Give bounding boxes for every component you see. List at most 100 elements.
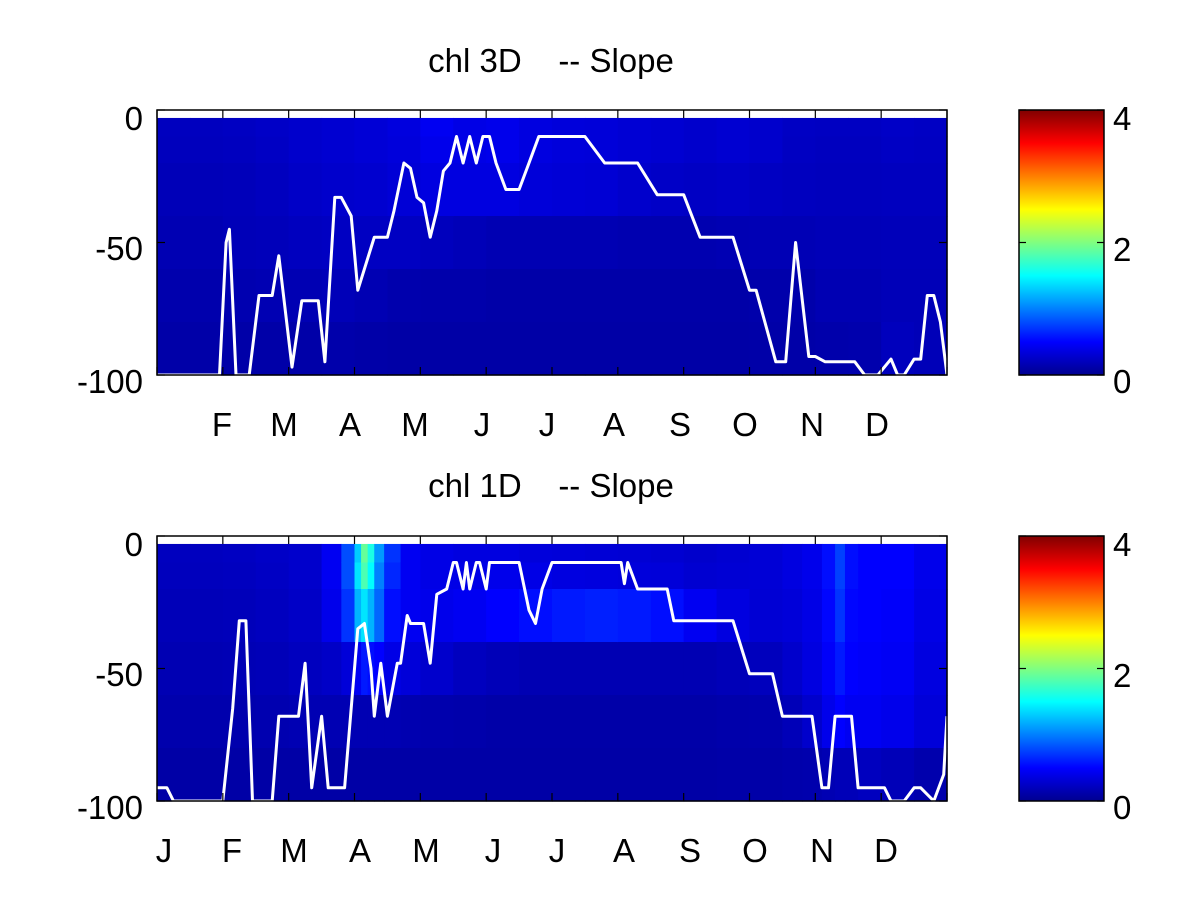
heatmap-cell [321, 562, 342, 590]
heatmap-cell [584, 562, 619, 590]
heatmap-cell [189, 322, 224, 376]
heatmap-cell [881, 589, 915, 643]
heatmap-cell [881, 216, 915, 270]
heatmap-cell [650, 269, 685, 323]
heatmap-cell [858, 562, 882, 590]
heatmap-cell [255, 322, 290, 376]
heatmap-cell [453, 748, 487, 802]
heatmap-cell [486, 562, 520, 590]
panel-1-x-tick-label: O [732, 406, 758, 443]
heatmap-cell [400, 695, 421, 749]
heatmap-cell [716, 163, 751, 217]
panel-1-line [157, 135, 949, 377]
heatmap-cell [815, 322, 849, 376]
series-line [157, 135, 949, 377]
heatmap-cell [914, 136, 948, 164]
heatmap-cell [802, 562, 823, 590]
heatmap-cell [749, 136, 784, 164]
heatmap-cell [486, 322, 520, 376]
heatmap-cell [617, 642, 652, 696]
heatmap-cell [835, 543, 846, 564]
heatmap-cell [683, 642, 718, 696]
heatmap-cell [384, 543, 402, 564]
heatmap-cell [453, 589, 487, 643]
heatmap-cell [782, 642, 803, 696]
panel-1-y-tick-label: -50 [95, 230, 143, 267]
heatmap-cell [650, 543, 685, 564]
heatmap-cell [420, 543, 454, 564]
heatmap-cell [584, 748, 619, 802]
heatmap-cell [387, 136, 421, 164]
heatmap-cell [716, 543, 751, 564]
heatmap-cell [617, 136, 652, 164]
heatmap-cell [650, 216, 685, 270]
heatmap-cell [189, 589, 224, 643]
heatmap-cell [354, 322, 389, 376]
panel-1-x-tick-label: N [800, 406, 824, 443]
heatmap-cell [749, 748, 784, 802]
heatmap-cell [157, 117, 191, 138]
heatmap-cell [384, 562, 402, 590]
panel-1-x-tick-label: J [474, 406, 491, 443]
heatmap-cell [519, 642, 553, 696]
heatmap-cell [321, 216, 356, 270]
heatmap-cell [453, 269, 487, 323]
heatmap-cell [189, 216, 224, 270]
heatmap-cell [683, 562, 718, 590]
panel-2-x-tick-label: D [874, 832, 898, 869]
heatmap-cell [844, 543, 859, 564]
heatmap-cell [453, 322, 487, 376]
panel-2-x-tick-label: A [613, 832, 635, 869]
heatmap-cell [420, 136, 454, 164]
heatmap-cell [650, 163, 685, 217]
heatmap-cell [354, 163, 389, 217]
heatmap-cell [486, 748, 520, 802]
heatmap-cell [881, 562, 915, 590]
heatmap-cell [844, 589, 859, 643]
heatmap-cell [802, 589, 823, 643]
heatmap-cell [420, 269, 454, 323]
heatmap-cell [189, 269, 224, 323]
heatmap-cell [374, 589, 385, 643]
heatmap-cell [650, 117, 685, 138]
heatmap-cell [802, 642, 823, 696]
heatmap-cell [617, 117, 652, 138]
heatmap-cell [341, 642, 356, 696]
panel-2-colorbar-label: 2 [1113, 657, 1131, 694]
panel-1-colorbar: 0 2 4 [1018, 100, 1131, 400]
heatmap-cell [835, 589, 846, 643]
heatmap-cell [782, 136, 816, 164]
heatmap-cell [617, 216, 652, 270]
heatmap-cell [255, 589, 290, 643]
panel-2-y-tick-labels: 0 -50 -100 [77, 526, 143, 826]
heatmap-cell [519, 695, 553, 749]
panel-1-x-tick-label: M [401, 406, 429, 443]
panel-1-x-tick-label: S [669, 406, 691, 443]
heatmap-cell [354, 589, 362, 643]
panel-2-title: chl 1D -- Slope [428, 467, 674, 504]
heatmap-cell [255, 117, 290, 138]
heatmap-cell [374, 543, 385, 564]
heatmap-cell [288, 543, 323, 564]
heatmap-cell [617, 269, 652, 323]
heatmap-cell [288, 216, 323, 270]
heatmap-cell [420, 748, 454, 802]
panel-2-x-tick-label: S [679, 832, 701, 869]
heatmap-cell [288, 695, 323, 749]
heatmap-cell [157, 543, 191, 564]
panel-2-y-tick-label: 0 [125, 526, 143, 563]
heatmap-cell [782, 589, 803, 643]
heatmap-cell [821, 562, 836, 590]
heatmap-cell [683, 269, 718, 323]
heatmap-cell [584, 216, 619, 270]
heatmap-cell [222, 216, 257, 270]
heatmap-cell [821, 589, 836, 643]
panel-2-line [157, 561, 949, 803]
heatmap-cell [255, 642, 290, 696]
heatmap-cell [189, 136, 224, 164]
heatmap-cell [222, 543, 257, 564]
heatmap-cell [650, 642, 685, 696]
heatmap-cell [374, 695, 385, 749]
panel-1-colorbar-ticks [1019, 109, 1104, 376]
heatmap-cell [288, 163, 323, 217]
